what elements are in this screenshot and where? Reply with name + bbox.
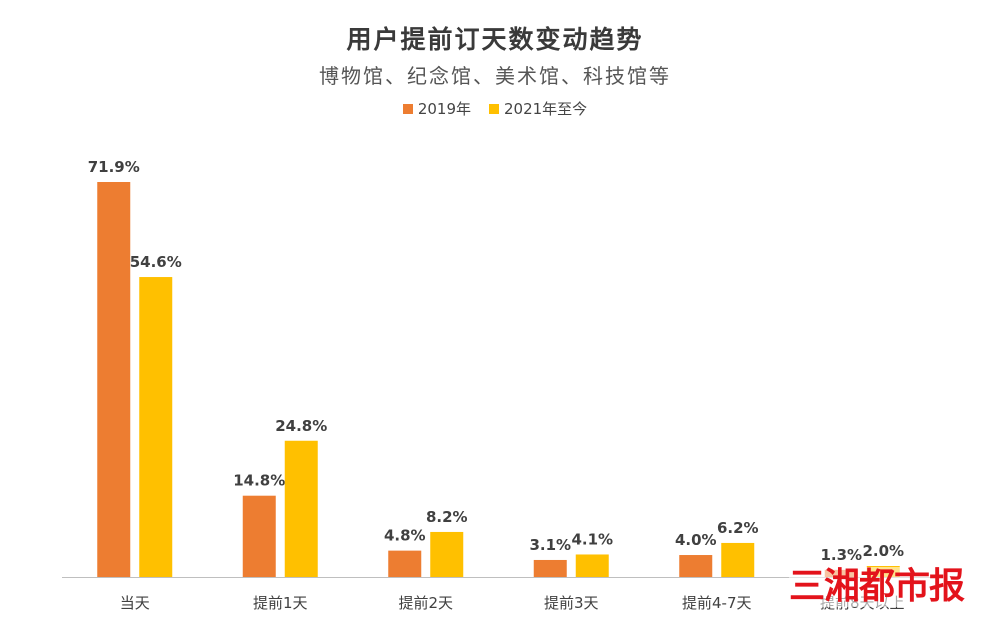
bar-2019-4 <box>679 555 713 577</box>
data-label-2019-2: 4.8% <box>384 527 426 545</box>
legend-label-2021: 2021年至今 <box>504 100 588 118</box>
data-label-2021-0: 54.6% <box>130 253 182 271</box>
bar-2021-1 <box>284 440 318 577</box>
data-label-2019-4: 4.0% <box>675 531 717 549</box>
bar-2019-0 <box>97 182 131 577</box>
chart-title: 用户提前订天数变动趋势 <box>346 25 644 54</box>
data-label-2021-3: 4.1% <box>571 530 613 548</box>
bar-2019-3 <box>533 559 567 577</box>
x-tick-label-3: 提前3天 <box>544 594 599 612</box>
data-label-2021-4: 6.2% <box>717 519 759 537</box>
bar-2021-0 <box>139 277 173 577</box>
data-label-2021-1: 24.8% <box>275 417 327 435</box>
bar-2021-3 <box>575 554 609 577</box>
bar-2021-4 <box>721 542 755 577</box>
bar-2019-2 <box>388 550 422 577</box>
chart-legend: 2019年 2021年至今 <box>0 98 990 119</box>
data-label-2021-2: 8.2% <box>426 508 468 526</box>
legend-swatch-2021 <box>489 103 499 114</box>
data-label-2019-1: 14.8% <box>233 472 285 490</box>
data-label-2019-3: 3.1% <box>529 536 571 554</box>
data-label-2019-0: 71.9% <box>88 158 140 176</box>
x-tick-label-2: 提前2天 <box>398 594 453 612</box>
x-tick-label-4: 提前4-7天 <box>682 594 752 612</box>
data-label-2021-5: 2.0% <box>862 542 904 560</box>
x-tick-label-1: 提前1天 <box>253 594 308 612</box>
data-label-2019-5: 1.3% <box>820 546 862 564</box>
newspaper-logo-watermark: 三湘都市报 <box>789 566 965 607</box>
legend-item-2021: 2021年至今 <box>489 98 587 119</box>
bar-2019-1 <box>242 495 276 577</box>
x-tick-label-0: 当天 <box>120 594 150 612</box>
legend-item-2019: 2019年 <box>402 98 471 119</box>
chart-subtitle: 博物馆、纪念馆、美术馆、科技馆等 <box>319 64 671 88</box>
bar-2021-2 <box>430 531 464 577</box>
legend-label-2019: 2019年 <box>417 100 471 118</box>
legend-swatch-2019 <box>402 103 413 114</box>
